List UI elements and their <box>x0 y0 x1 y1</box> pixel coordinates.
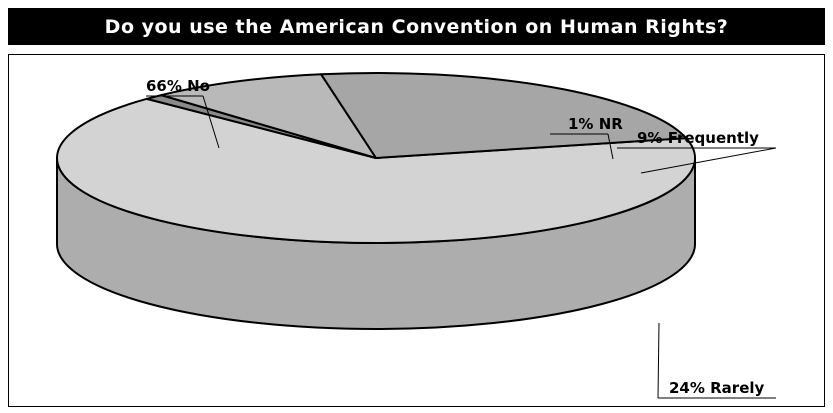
slice-no <box>56 97 696 244</box>
label-nr: 1% NR <box>568 115 623 133</box>
slice-frequently <box>160 73 377 159</box>
label-frequently: 9% Frequently <box>637 129 759 147</box>
leader-line-no <box>202 95 220 149</box>
label-no: 66% No <box>146 77 210 95</box>
chart-title: Do you use the American Convention on Hu… <box>8 8 825 45</box>
label-rarely: 24% Rarely <box>669 379 765 397</box>
chart-frame: 66% No 1% NR 9% Frequently 24% Rarely <box>8 54 825 407</box>
label-group: 66% No 1% NR 9% Frequently 24% Rarely <box>146 77 777 399</box>
leader-line-rarely <box>657 322 660 399</box>
pie-group <box>56 72 696 330</box>
slice-rarely <box>320 72 688 159</box>
leader-line-nr <box>607 133 614 160</box>
pie-chart: 66% No 1% NR 9% Frequently 24% Rarely <box>56 72 777 399</box>
leader-line-frequently <box>640 147 777 174</box>
